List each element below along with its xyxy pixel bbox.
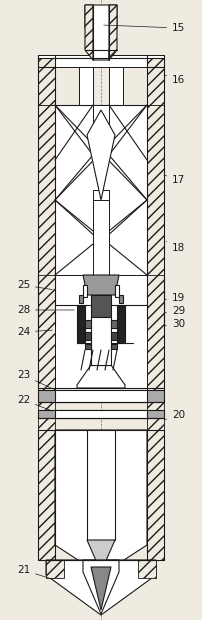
Bar [138, 560, 156, 578]
Bar [85, 320, 91, 328]
Bar [147, 388, 164, 430]
Bar [109, 67, 123, 105]
Bar [55, 105, 147, 275]
Polygon shape [91, 567, 111, 610]
Bar [38, 430, 55, 560]
Bar [85, 332, 91, 340]
Bar [46, 560, 64, 578]
Bar [85, 344, 91, 349]
Text: 28: 28 [17, 305, 74, 315]
Text: 29: 29 [164, 306, 185, 316]
Polygon shape [83, 560, 119, 614]
Polygon shape [55, 430, 147, 575]
Bar [38, 390, 164, 402]
Bar [38, 105, 55, 325]
Bar [147, 55, 164, 105]
Bar [38, 55, 164, 58]
Bar [55, 410, 147, 418]
Text: 25: 25 [17, 280, 52, 290]
Bar [55, 275, 147, 390]
Polygon shape [87, 110, 115, 200]
Polygon shape [85, 5, 93, 60]
Text: 19: 19 [164, 293, 185, 303]
Text: 15: 15 [104, 23, 185, 33]
Text: 21: 21 [17, 565, 52, 579]
Text: 20: 20 [164, 410, 185, 420]
Text: 16: 16 [164, 75, 185, 85]
Polygon shape [109, 5, 117, 60]
Bar [38, 388, 55, 430]
Bar [79, 295, 83, 303]
Bar [91, 295, 111, 317]
Bar [55, 390, 147, 402]
Bar [117, 305, 125, 343]
Bar [93, 200, 109, 275]
Bar [38, 410, 164, 418]
Bar [38, 275, 55, 390]
Bar [93, 105, 109, 155]
Bar [83, 285, 87, 297]
Text: 18: 18 [166, 241, 185, 253]
Text: 22: 22 [17, 395, 52, 411]
Polygon shape [87, 540, 115, 572]
Polygon shape [77, 365, 125, 388]
Bar [38, 55, 55, 105]
Bar [91, 317, 111, 365]
Bar [115, 285, 119, 297]
Bar [147, 275, 164, 390]
Bar [55, 55, 147, 67]
Text: 30: 30 [164, 319, 185, 329]
Bar [111, 344, 117, 349]
Bar [79, 67, 93, 105]
Bar [111, 320, 117, 328]
Bar [93, 190, 109, 230]
Bar [111, 332, 117, 340]
Bar [147, 105, 164, 325]
Bar [77, 305, 85, 343]
Polygon shape [83, 275, 119, 295]
Text: 23: 23 [17, 370, 53, 389]
Polygon shape [46, 560, 156, 615]
Polygon shape [85, 5, 117, 60]
Bar [119, 295, 123, 303]
Text: 17: 17 [164, 175, 185, 185]
Text: 24: 24 [17, 327, 52, 337]
Bar [147, 430, 164, 560]
